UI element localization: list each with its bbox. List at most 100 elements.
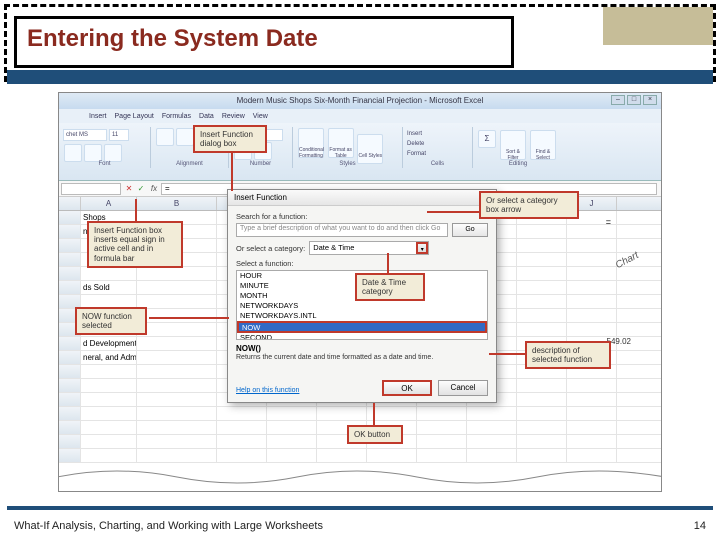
row-header[interactable]: [59, 337, 81, 350]
conditional-formatting-button[interactable]: Conditional Formatting: [298, 128, 324, 158]
cell[interactable]: [81, 435, 137, 448]
cell[interactable]: [517, 393, 567, 406]
ok-button[interactable]: OK: [382, 380, 432, 396]
enter-formula-icon[interactable]: ✓: [135, 184, 147, 193]
format-cells-button[interactable]: Format: [407, 149, 468, 159]
cell[interactable]: [137, 281, 217, 294]
cell[interactable]: [137, 449, 217, 462]
row-header[interactable]: [59, 407, 81, 420]
cell[interactable]: [267, 449, 317, 462]
cell[interactable]: [567, 435, 617, 448]
cell[interactable]: [217, 435, 267, 448]
search-input[interactable]: Type a brief description of what you wan…: [236, 223, 448, 237]
row-header[interactable]: [59, 449, 81, 462]
cell[interactable]: [137, 379, 217, 392]
format-table-button[interactable]: Format as Table: [328, 128, 354, 158]
insert-cells-button[interactable]: Insert: [407, 129, 468, 139]
tab-pagelayout[interactable]: Page Layout: [115, 113, 154, 120]
function-list-item[interactable]: NOW: [237, 321, 487, 333]
cell[interactable]: [81, 393, 137, 406]
cell[interactable]: [317, 407, 367, 420]
cell[interactable]: [567, 379, 617, 392]
cell[interactable]: [517, 309, 567, 322]
cell[interactable]: [517, 253, 567, 266]
cell[interactable]: [567, 421, 617, 434]
cell[interactable]: [517, 449, 567, 462]
tab-insert[interactable]: Insert: [89, 113, 107, 120]
cell[interactable]: [137, 309, 217, 322]
cell[interactable]: [567, 449, 617, 462]
tab-data[interactable]: Data: [199, 113, 214, 120]
cell[interactable]: [267, 421, 317, 434]
cancel-button[interactable]: Cancel: [438, 380, 488, 396]
help-link[interactable]: Help on this function: [236, 387, 299, 394]
cell[interactable]: [417, 435, 467, 448]
cell[interactable]: [567, 253, 617, 266]
cell[interactable]: [467, 449, 517, 462]
sort-filter-button[interactable]: Sort & Filter: [500, 130, 526, 160]
tab-review[interactable]: Review: [222, 113, 245, 120]
cell[interactable]: [417, 421, 467, 434]
row-header[interactable]: [59, 365, 81, 378]
maximize-icon[interactable]: □: [627, 95, 641, 105]
close-icon[interactable]: ×: [643, 95, 657, 105]
row-header[interactable]: [59, 267, 81, 280]
cell[interactable]: [137, 407, 217, 420]
select-all[interactable]: [59, 197, 81, 210]
cell[interactable]: [81, 421, 137, 434]
cell[interactable]: [517, 379, 567, 392]
cell[interactable]: [417, 407, 467, 420]
cell[interactable]: [567, 407, 617, 420]
cell[interactable]: [517, 421, 567, 434]
cell[interactable]: [567, 267, 617, 280]
category-select[interactable]: Date & Time ▾: [309, 241, 429, 255]
cell[interactable]: [517, 435, 567, 448]
tab-formulas[interactable]: Formulas: [162, 113, 191, 120]
cell[interactable]: [81, 267, 137, 280]
bold-icon[interactable]: [64, 144, 82, 162]
cell[interactable]: [81, 365, 137, 378]
row-header[interactable]: [59, 239, 81, 252]
cell[interactable]: [137, 267, 217, 280]
cell[interactable]: [517, 239, 567, 252]
row-header[interactable]: [59, 393, 81, 406]
minimize-icon[interactable]: –: [611, 95, 625, 105]
cell[interactable]: [517, 323, 567, 336]
italic-icon[interactable]: [84, 144, 102, 162]
cell[interactable]: [517, 295, 567, 308]
cell[interactable]: [267, 435, 317, 448]
cell-styles-button[interactable]: Cell Styles: [357, 134, 383, 164]
function-list-item[interactable]: NETWORKDAYS: [237, 301, 487, 311]
font-name[interactable]: chet MS: [63, 129, 107, 141]
font-size[interactable]: 11: [109, 129, 129, 141]
cell[interactable]: [517, 225, 567, 238]
align-icon2[interactable]: [176, 128, 194, 146]
cell[interactable]: [417, 449, 467, 462]
cancel-formula-icon[interactable]: ✕: [123, 184, 135, 193]
chevron-down-icon[interactable]: ▾: [416, 242, 428, 254]
row-header[interactable]: [59, 421, 81, 434]
row-header[interactable]: [59, 211, 81, 224]
name-box[interactable]: [61, 183, 121, 195]
function-list-item[interactable]: NETWORKDAYS.INTL: [237, 311, 487, 321]
row-header[interactable]: [59, 281, 81, 294]
cell[interactable]: [137, 421, 217, 434]
cell[interactable]: [567, 281, 617, 294]
cell[interactable]: [137, 435, 217, 448]
row-header[interactable]: [59, 225, 81, 238]
find-select-button[interactable]: Find & Select: [530, 130, 556, 160]
col-a[interactable]: A: [81, 197, 137, 210]
cell[interactable]: [567, 393, 617, 406]
cell[interactable]: [517, 267, 567, 280]
function-list-item[interactable]: SECOND: [237, 333, 487, 340]
cell[interactable]: [467, 407, 517, 420]
cell[interactable]: [137, 393, 217, 406]
cell[interactable]: d Development: [81, 337, 137, 350]
cell[interactable]: [567, 239, 617, 252]
cell[interactable]: [81, 379, 137, 392]
cell[interactable]: [137, 365, 217, 378]
cell[interactable]: [137, 337, 217, 350]
cell[interactable]: [137, 323, 217, 336]
row-header[interactable]: [59, 351, 81, 364]
cell[interactable]: [467, 421, 517, 434]
